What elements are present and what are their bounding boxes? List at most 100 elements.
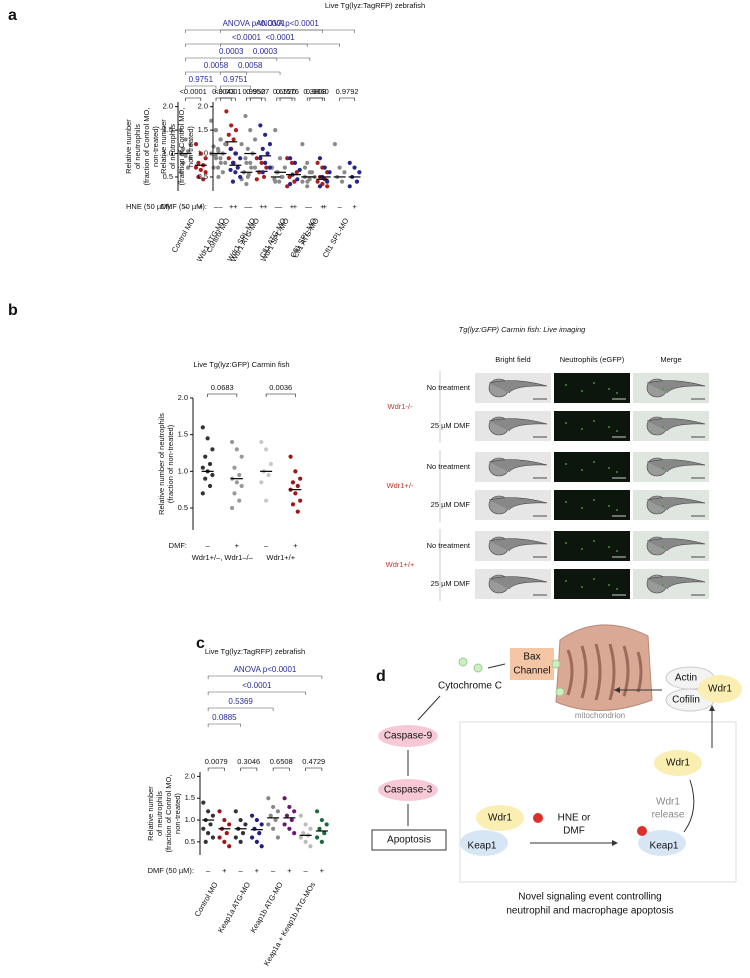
data-point [224, 831, 229, 836]
gfp-signal [581, 548, 583, 550]
panel-label: c [196, 635, 205, 652]
data-point [233, 170, 238, 175]
fish-body [646, 459, 706, 473]
data-point [301, 831, 306, 836]
arrowhead [614, 687, 620, 693]
comparison-bracket [207, 723, 241, 727]
y-tick-label: 1.0 [198, 149, 208, 158]
data-point [181, 146, 186, 151]
wdr1-shape [654, 750, 702, 776]
data-point [201, 177, 206, 182]
gfp-signal [593, 578, 595, 580]
gfp-signal [608, 546, 610, 548]
comparison-bracket [207, 691, 306, 695]
y-tick-label: 1.5 [178, 430, 188, 439]
y-axis-label: of neutrophils [133, 124, 142, 169]
data-point [254, 839, 259, 844]
data-point [319, 817, 324, 823]
data-point [298, 498, 303, 503]
cyto-dot [458, 657, 468, 667]
category-label: Wdr1 SPL-MO [259, 216, 291, 263]
micrograph [554, 373, 630, 403]
wdr1-label: Wdr1 [666, 758, 690, 769]
gfp-signal [565, 463, 567, 465]
comparison-pvalue: <0.0001 [265, 33, 295, 42]
data-point [325, 184, 330, 189]
comparison-bracket [185, 85, 217, 89]
bax-label: Channel [513, 666, 550, 677]
data-point [249, 835, 255, 840]
data-point [347, 184, 352, 189]
pair-bracket [309, 97, 326, 101]
fish-body [488, 497, 548, 511]
data-point [295, 509, 300, 514]
data-point [245, 146, 250, 151]
arrowhead [709, 705, 715, 711]
data-point [260, 170, 265, 175]
cristae [566, 643, 643, 701]
treatment-label: DMF (50 µM): [148, 866, 194, 875]
y-axis-label: Relative number [124, 119, 133, 174]
data-point [259, 439, 264, 445]
data-point [200, 491, 205, 496]
pair-bracket [249, 97, 266, 101]
arrowhead [612, 840, 618, 846]
y-axis-label: Relative number [146, 786, 155, 841]
row-label: 25 µM DMF [431, 500, 471, 509]
data-point [226, 156, 231, 161]
genotype-label: Wdr1+/+ [386, 560, 415, 569]
comparison-bracket [207, 675, 323, 679]
gfp-signal [581, 428, 583, 430]
micrograph [554, 569, 630, 599]
data-point [273, 817, 278, 823]
caption: Novel signaling event controlling [518, 892, 661, 903]
treatment-mark: – [271, 866, 276, 875]
fish-body [488, 459, 548, 473]
data-point [244, 181, 249, 187]
keap1-label: Keap1 [650, 841, 679, 852]
data-point [357, 170, 362, 175]
panel-label: b [8, 302, 18, 319]
comparison-bracket [220, 85, 251, 89]
data-point [227, 822, 232, 827]
treatment-mark: + [255, 866, 260, 875]
data-point [249, 165, 254, 170]
comparison-pvalue: 0.0058 [204, 61, 229, 70]
row-label: No treatment [427, 541, 471, 550]
category-label: Keap1a ATG-MO [216, 880, 252, 934]
gfp-signal [565, 422, 567, 424]
data-point [258, 123, 263, 128]
gfp-signal [662, 467, 664, 469]
data-point [260, 146, 265, 151]
caspase3-label: Caspase-3 [384, 785, 433, 796]
pair-bracket [220, 97, 236, 101]
data-point [259, 822, 264, 827]
data-point [223, 142, 228, 147]
data-point [237, 472, 242, 478]
gfp-signal [616, 509, 618, 511]
genotype-label: Wdr1-/- [388, 402, 414, 411]
data-point [218, 156, 223, 161]
treatment-mark: + [235, 541, 240, 550]
arrow [683, 779, 695, 833]
comparison-bracket [220, 29, 355, 33]
fish-body [646, 497, 706, 511]
caspase9-label: Caspase-9 [384, 731, 433, 742]
data-point [207, 461, 213, 467]
data-point [198, 151, 203, 156]
data-point [232, 491, 237, 496]
data-point [238, 839, 243, 844]
treatment-mark: – [338, 202, 343, 211]
data-point [237, 498, 242, 503]
y-axis-label: of neutrophils [168, 124, 177, 169]
gfp-signal [662, 546, 664, 548]
data-point [308, 844, 313, 849]
pair-bracket [240, 767, 258, 771]
pair-pvalue: 0.0683 [211, 383, 234, 392]
gfp-signal [565, 542, 567, 544]
data-point [210, 835, 216, 840]
data-point [264, 165, 269, 170]
category-label: Cfl1 SPL-MO [321, 216, 351, 259]
data-point [200, 425, 205, 430]
pair-pvalue: 0.6508 [270, 757, 293, 766]
